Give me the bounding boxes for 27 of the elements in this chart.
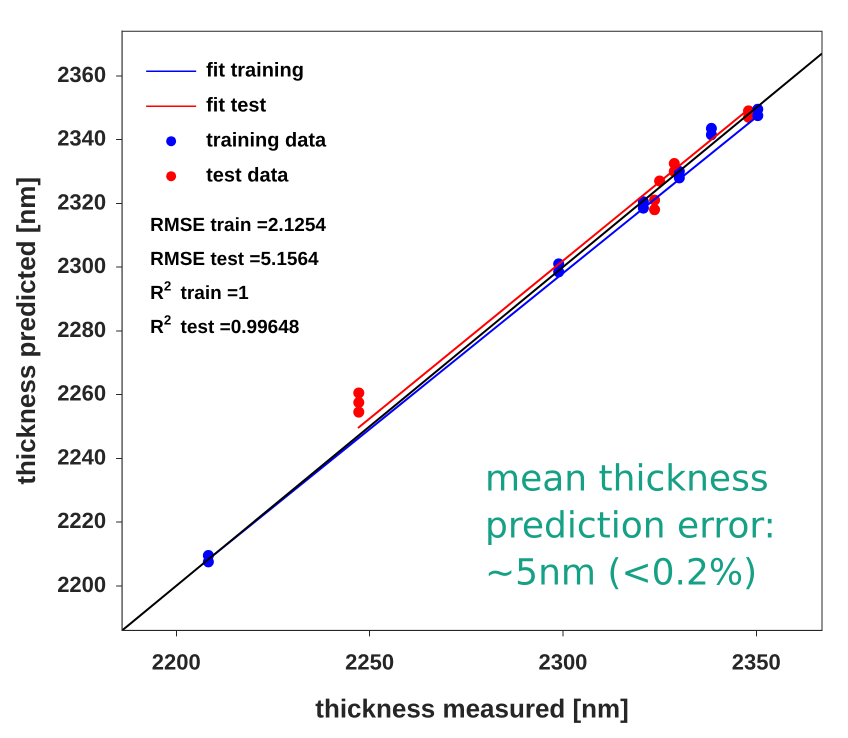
x-axis-title: thickness measured [nm] — [315, 694, 629, 724]
y-axis-title: thickness predicted [nm] — [10, 176, 41, 485]
y-tick-label: 2340 — [57, 126, 106, 151]
x-tick-label: 2250 — [345, 650, 394, 675]
x-tick-label: 2300 — [538, 650, 588, 675]
y-tick-label: 2300 — [57, 253, 106, 278]
legend-label: fit training — [206, 60, 304, 82]
point — [668, 158, 680, 169]
point — [649, 204, 660, 216]
legend-label: training data — [206, 130, 328, 152]
y-tick-label: 2220 — [57, 508, 106, 534]
y-tick-label: 2260 — [57, 380, 106, 406]
annotation: RMSE train =2.1254 — [150, 215, 326, 236]
point — [353, 406, 364, 418]
annotation: mean thickness prediction error: ~5nm (<0.2%) — [485, 458, 776, 594]
y-tick-label: 2240 — [57, 444, 106, 470]
legend-label: test data — [206, 164, 290, 187]
y-tick-label: 2280 — [57, 316, 106, 342]
point — [353, 397, 364, 408]
point — [353, 387, 364, 398]
annotation: RMSE test =5.1564 — [150, 249, 320, 270]
legend-label: fit test — [206, 94, 266, 117]
x-tick-label: 2350 — [732, 650, 781, 675]
y-tick-label: 2320 — [57, 189, 106, 214]
y-tick-label: 2360 — [57, 62, 106, 87]
x-tick-label: 2200 — [152, 650, 201, 675]
y-tick-label: 2200 — [57, 572, 106, 597]
